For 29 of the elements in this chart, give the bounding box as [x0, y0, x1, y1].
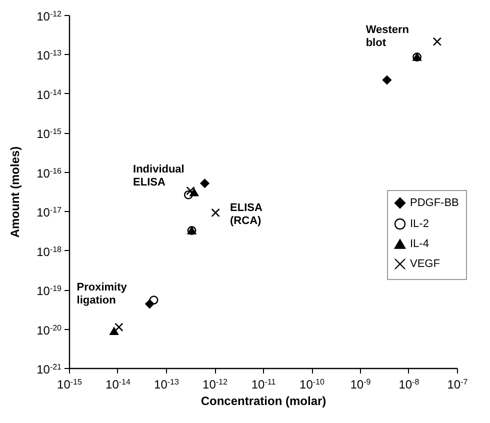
x-tick-label: 10$^{-11}$: [251, 377, 276, 392]
y-tick-label: 10$^{-16}$: [36, 166, 62, 180]
y-tick-label: 10$^{-17}$: [36, 205, 62, 220]
annotation: ELISA (RCA): [230, 202, 262, 228]
y-tick-label: 10$^{-20}$: [36, 322, 62, 338]
y-tick-label: 10$^{-18}$: [36, 244, 62, 259]
annotation: Individual ELISA: [133, 163, 184, 188]
x-tick-label: 10$^{-9}$: [350, 377, 372, 392]
x-tick-label: 10$^{-7}$: [447, 377, 468, 392]
y-tick-label: 10$^{-21}$: [36, 362, 62, 376]
y-tick-label: 10$^{-12}$: [36, 9, 62, 24]
x-tick-label: 10$^{-13}$: [154, 377, 180, 392]
legend-label: VEGF: [410, 258, 440, 270]
legend-label: IL-4: [410, 238, 429, 250]
x-tick-label: 10$^{-8}$: [398, 377, 420, 392]
x-tick-label: 10$^{-14}$: [106, 377, 132, 392]
x-tick-label: 10$^{-15}$: [57, 377, 83, 392]
y-tick-label: 10$^{-19}$: [36, 284, 62, 298]
y-axis-title: Amount (moles): [8, 146, 22, 238]
x-tick-label: 10$^{-12}$: [202, 377, 228, 392]
legend-label: IL-2: [410, 218, 429, 230]
y-tick-label: 10$^{-15}$: [36, 126, 62, 142]
x-tick-label: 10$^{-10}$: [300, 377, 326, 392]
y-tick-label: 10$^{-13}$: [36, 48, 62, 63]
legend-label: PDGF-BB: [410, 197, 459, 209]
y-tick-label: 10$^{-14}$: [36, 87, 62, 102]
annotation: Proximity ligation: [76, 282, 128, 307]
x-axis-title: Concentration (molar): [200, 394, 326, 408]
annotation: Western blot: [366, 24, 410, 49]
